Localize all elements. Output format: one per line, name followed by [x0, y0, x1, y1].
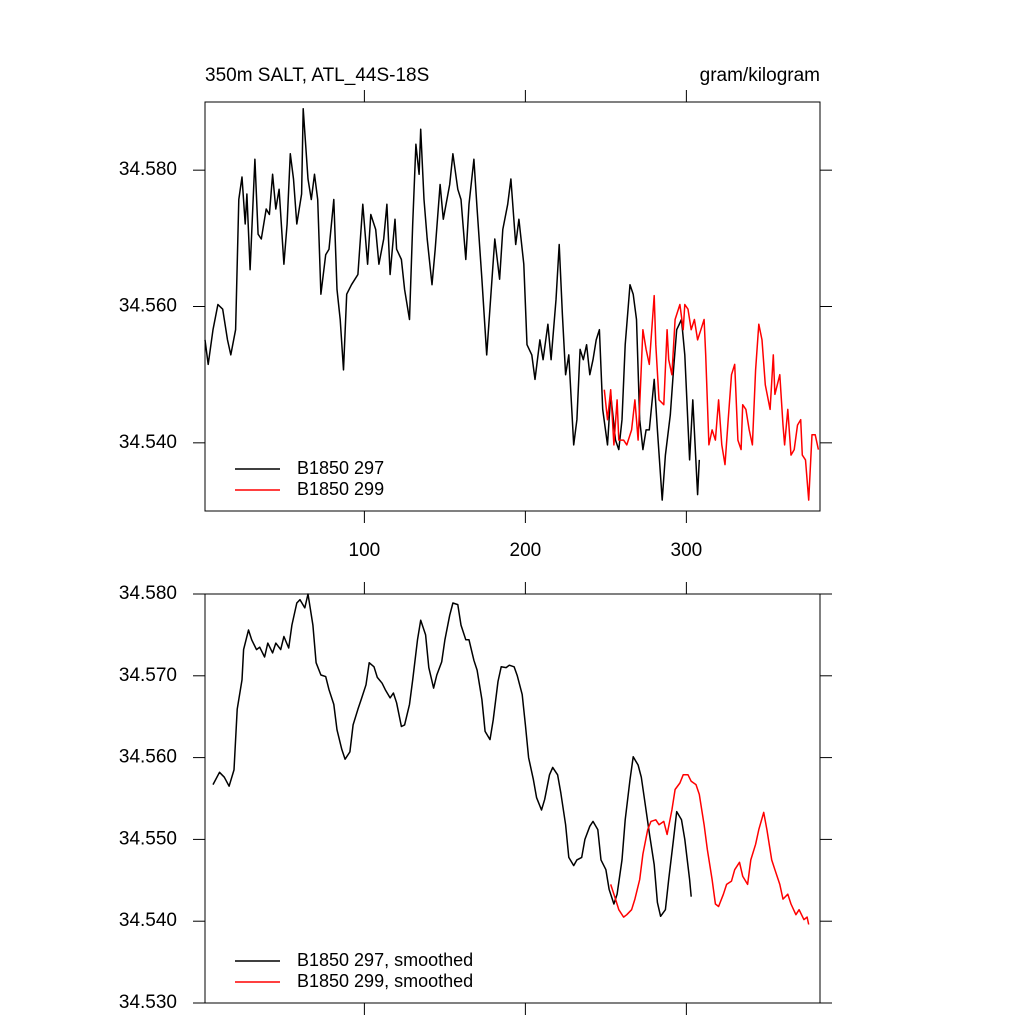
x-tick-label: 200 — [510, 540, 542, 561]
legend-label: B1850 297, smoothed — [297, 950, 473, 970]
plot-frame — [204, 593, 821, 1004]
series-line — [204, 108, 701, 501]
legend-label: B1850 297 — [297, 458, 384, 478]
x-tick-label: 300 — [671, 540, 703, 561]
y-tick-label: 34.580 — [119, 583, 177, 604]
y-tick-label: 34.530 — [119, 992, 177, 1013]
x-tick-label: 100 — [349, 540, 381, 561]
y-tick-label: 34.560 — [119, 747, 177, 768]
legend-label: B1850 299, smoothed — [297, 971, 473, 991]
plot-frame — [204, 101, 821, 512]
series-line — [609, 774, 810, 925]
chart-title: 350m SALT, ATL_44S-18S — [205, 65, 429, 86]
units-label: gram/kilogram — [700, 65, 820, 86]
y-tick-label: 34.580 — [119, 159, 177, 180]
y-tick-label: 34.540 — [119, 910, 177, 931]
y-tick-label: 34.550 — [119, 828, 177, 849]
y-tick-label: 34.570 — [119, 665, 177, 686]
series-line — [603, 294, 820, 501]
y-tick-label: 34.540 — [119, 432, 177, 453]
legend-label: B1850 299 — [297, 479, 384, 499]
y-tick-label: 34.560 — [119, 296, 177, 317]
series-line — [212, 593, 692, 918]
